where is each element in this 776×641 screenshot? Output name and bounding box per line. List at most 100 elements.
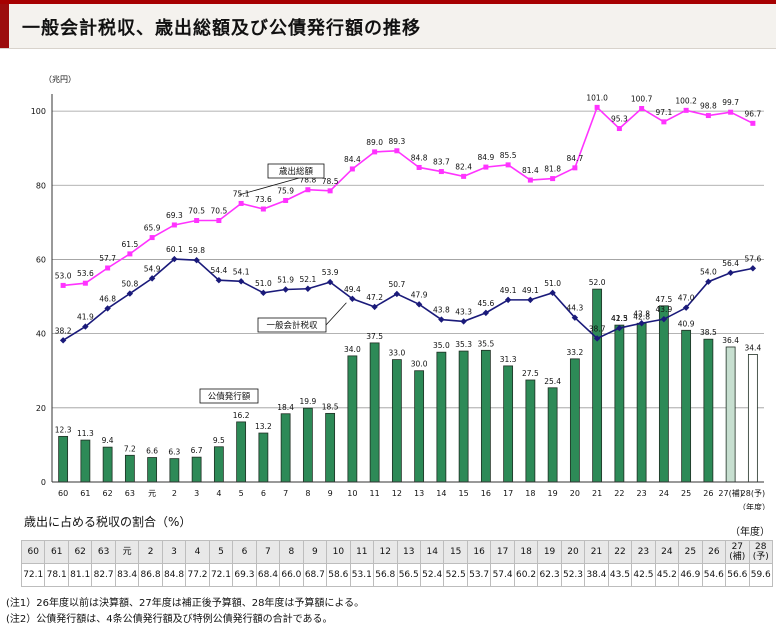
ratio-header-cell: 16: [466, 540, 492, 564]
point: [416, 164, 422, 170]
ratio-value-cell: 43.5: [607, 563, 633, 587]
point-label: 50.8: [122, 280, 139, 289]
x-tick-label: 24: [659, 489, 669, 498]
bar: [325, 412, 336, 483]
x-tick-label: 60: [58, 489, 68, 498]
ratio-value-cell: 68.4: [255, 563, 281, 587]
x-tick-label: 9: [328, 489, 333, 498]
y-axis-unit: （兆円）: [44, 74, 76, 84]
x-tick-label: 10: [347, 489, 357, 498]
bar-label: 34.0: [344, 345, 361, 354]
bar: [102, 446, 113, 483]
point: [104, 305, 111, 312]
point-label: 78.8: [300, 176, 317, 185]
ratio-header-cell: 12: [373, 540, 398, 564]
point-label: 54.0: [700, 268, 717, 277]
bar: [592, 288, 603, 483]
x-tick-label: 6: [261, 489, 266, 498]
ratio-value-cell: 53.1: [349, 563, 375, 587]
point-label: 49.4: [344, 285, 361, 294]
point: [260, 206, 266, 212]
ratio-table-unit: （年度）: [730, 527, 770, 538]
x-tick-label: 16: [481, 489, 491, 498]
point: [572, 165, 578, 171]
point: [127, 251, 133, 257]
point: [371, 303, 378, 311]
point-label: 100.7: [631, 94, 653, 103]
ratio-value-cell: 68.7: [302, 563, 328, 587]
bar: [569, 358, 580, 483]
x-tick-label: 18: [525, 489, 535, 498]
point: [527, 177, 533, 183]
point-label: 57.7: [99, 254, 116, 263]
point-label: 83.7: [433, 158, 450, 167]
ratio-table: 60 61 62 63 元 2 3 4 5 6 7 8 9 10 11 12 13 14 15 16 17 18 19 20 2…: [20, 540, 774, 587]
point: [660, 315, 668, 323]
point-label: 84.4: [344, 155, 361, 164]
legend-expenditure: 歳出総額: [279, 166, 314, 177]
bar-label: 42.8: [633, 312, 650, 321]
ratio-header-cell: 8: [279, 540, 304, 564]
bar-label: 34.4: [745, 343, 762, 352]
legend-tax-revenue-box: [257, 317, 327, 333]
point-label: 50.7: [389, 280, 406, 289]
point: [171, 222, 177, 228]
point: [482, 309, 490, 317]
ratio-value-cell: 58.6: [326, 563, 351, 587]
x-tick-label: 17: [503, 489, 513, 498]
point-label: 78.5: [322, 177, 339, 186]
bar: [458, 350, 469, 483]
point: [194, 218, 200, 224]
ratio-header-cell: 23: [631, 540, 656, 564]
point: [438, 169, 444, 175]
point-label: 43.3: [455, 307, 472, 316]
x-tick-label: 元: [148, 489, 156, 498]
point: [749, 265, 757, 272]
point: [237, 278, 245, 285]
point-label: 89.3: [389, 137, 406, 146]
point: [483, 164, 489, 170]
bar-label: 6.7: [191, 446, 203, 455]
point-label: 89.0: [366, 138, 383, 147]
ratio-value-cell: 42.5: [631, 563, 656, 587]
x-tick-label: 20: [570, 489, 580, 498]
ratio-header-cell: 21: [584, 540, 609, 564]
point-label: 53.6: [77, 269, 94, 278]
x-tick-label: 12: [392, 489, 402, 498]
point-label: 51.9: [277, 275, 294, 284]
x-tick-label: 62: [103, 489, 113, 498]
point: [460, 318, 467, 325]
point: [616, 324, 623, 332]
ratio-header-cell: 14: [419, 540, 445, 564]
point: [327, 188, 333, 194]
point-label: 75.9: [277, 186, 294, 195]
bar-label: 12.3: [55, 425, 72, 434]
legend-tax-revenue-leader: [325, 302, 347, 326]
point-label: 70.5: [211, 207, 228, 216]
legend-expenditure-box: [267, 163, 325, 179]
point: [594, 104, 600, 110]
point-label: 51.0: [255, 279, 272, 288]
point: [349, 295, 356, 302]
point-label: 53.0: [55, 271, 72, 280]
bar: [169, 458, 180, 483]
bar-label: 35.0: [433, 341, 450, 350]
bar: [369, 342, 380, 483]
point-label: 84.9: [478, 153, 495, 162]
ratio-value-row: 72.1 78.1 81.1 82.7 83.4 86.8 84.8 77.2 72.1 69.3…: [20, 563, 774, 587]
ratio-header-cell: 13: [396, 540, 421, 564]
bar-label: 36.4: [722, 336, 739, 345]
bar-label: 6.6: [146, 447, 158, 456]
point: [305, 187, 311, 193]
ratio-header-cell: 28 (予): [748, 540, 774, 564]
point-label: 51.0: [544, 279, 561, 288]
bar-label: 11.3: [77, 429, 94, 438]
bar: [725, 346, 736, 483]
bar: [391, 359, 402, 483]
x-tick-label: 14: [436, 489, 446, 498]
point-label: 61.5: [122, 240, 139, 249]
point-label: 85.5: [500, 151, 517, 160]
bar: [747, 354, 758, 483]
point-label: 43.9: [656, 305, 673, 314]
point-label: 47.0: [678, 294, 695, 303]
